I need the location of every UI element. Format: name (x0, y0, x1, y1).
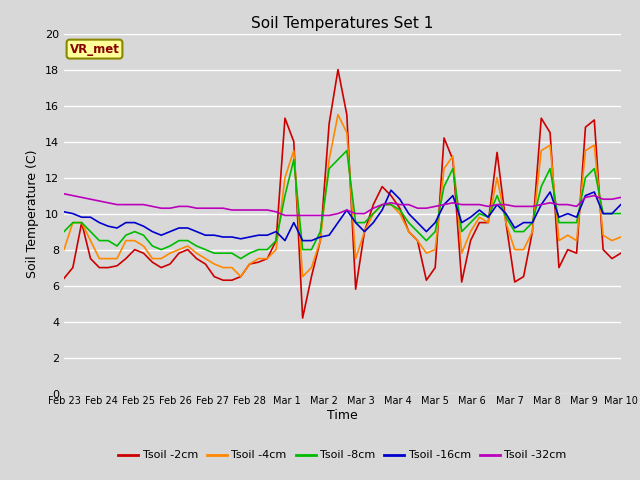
Title: Soil Temperatures Set 1: Soil Temperatures Set 1 (252, 16, 433, 31)
X-axis label: Time: Time (327, 409, 358, 422)
Legend: Tsoil -2cm, Tsoil -4cm, Tsoil -8cm, Tsoil -16cm, Tsoil -32cm: Tsoil -2cm, Tsoil -4cm, Tsoil -8cm, Tsoi… (114, 446, 571, 465)
Y-axis label: Soil Temperature (C): Soil Temperature (C) (26, 149, 40, 278)
Text: VR_met: VR_met (70, 43, 120, 56)
